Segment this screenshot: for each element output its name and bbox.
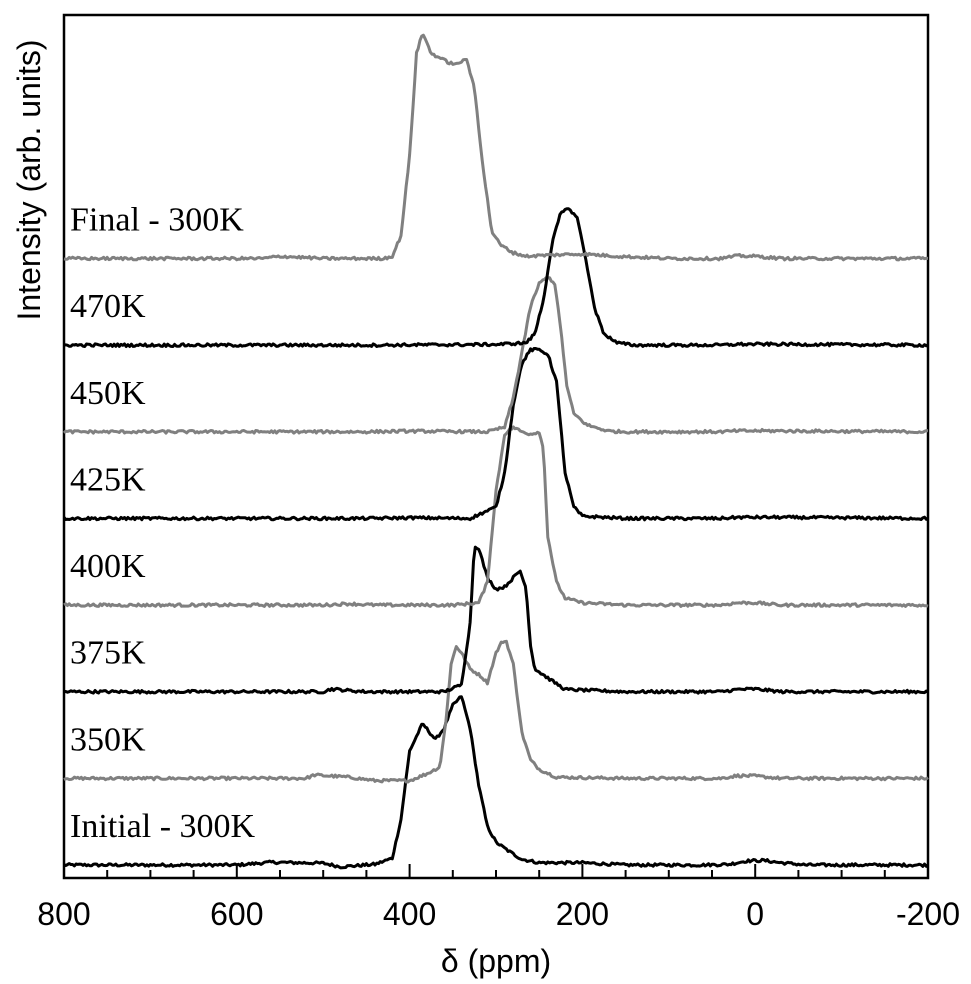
series-line — [63, 545, 929, 695]
x-axis-tick-labels: 800 600 400 200 0 -200 — [37, 896, 960, 932]
series-label: 350K — [70, 721, 146, 758]
series-lines — [62, 33, 930, 870]
series-line — [63, 639, 929, 784]
y-axis-title: Intensity (arb. units) — [11, 40, 47, 321]
series-label: 470K — [70, 288, 146, 325]
x-tick-label: -200 — [896, 896, 960, 932]
series-line — [62, 347, 929, 522]
x-tick-label: 600 — [210, 896, 263, 932]
series-label: 375K — [70, 635, 146, 672]
x-tick-label: 800 — [37, 896, 90, 932]
series-line — [63, 33, 929, 262]
x-axis-title: δ (ppm) — [441, 943, 551, 979]
x-tick-label: 200 — [556, 896, 609, 932]
series-label: 400K — [70, 548, 146, 585]
series-labels: Initial - 300K 350K 375K 400K 425K 450K 470K Fi… — [70, 202, 256, 845]
series-label: Initial - 300K — [70, 808, 256, 845]
series-label: Final - 300K — [70, 202, 244, 239]
series-label: 425K — [70, 461, 146, 498]
x-axis-ticks — [63, 864, 929, 878]
series-label: 450K — [70, 375, 146, 412]
series-line — [63, 207, 929, 348]
series-line — [63, 695, 930, 870]
x-tick-label: 0 — [746, 896, 764, 932]
series-line — [63, 425, 929, 608]
plot-frame — [62, 13, 930, 880]
series-line — [62, 276, 929, 435]
x-tick-label: 400 — [383, 896, 436, 932]
